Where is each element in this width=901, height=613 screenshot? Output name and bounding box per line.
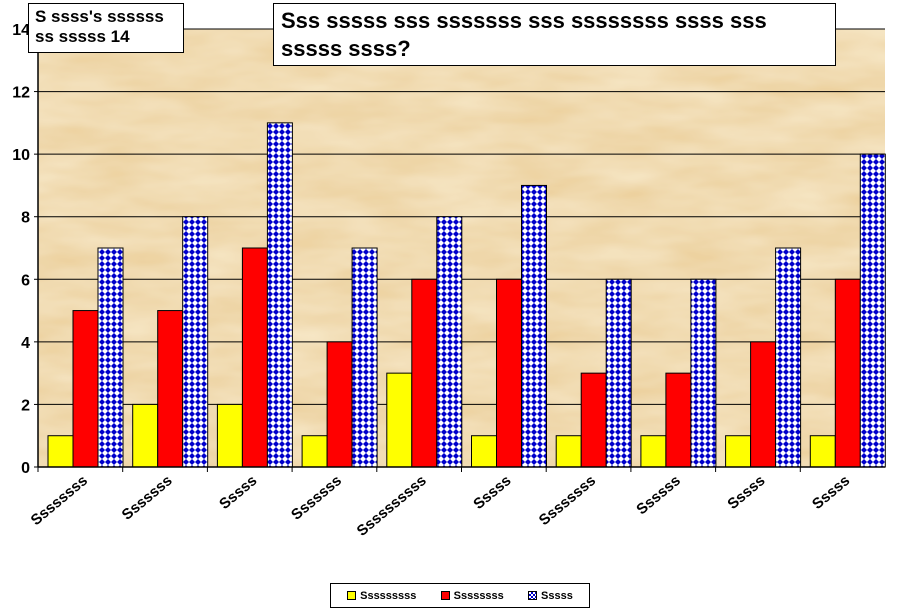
bar-series-2: [72, 310, 99, 468]
bar-series-1: [809, 435, 836, 468]
category-label: Sssss: [470, 472, 514, 513]
legend-swatch-series-1: [347, 591, 357, 600]
legend: Sssssssss Ssssssss Sssss: [330, 583, 590, 608]
legend-label-series-2: Ssssssss: [453, 589, 504, 602]
y-tick-label: 12: [12, 85, 30, 102]
bar-series-3: [605, 278, 632, 468]
bars: [47, 122, 886, 468]
bar-series-1: [555, 435, 582, 468]
category-label: Ssssssss: [536, 472, 599, 529]
category-label: Sssss: [724, 472, 768, 513]
bar-series-3: [775, 247, 802, 468]
y-tick-labels: 0 2 4 6 8 10 12 14: [12, 22, 30, 477]
bar-series-3: [266, 122, 293, 468]
bar-series-1: [216, 403, 243, 468]
bar-series-2: [496, 278, 522, 468]
legend-swatch-series-3: [528, 591, 538, 600]
legend-label-series-3: Sssss: [541, 589, 573, 602]
category-label: Sssss: [809, 472, 853, 513]
category-label: Sssssss: [288, 472, 345, 524]
bar-series-1: [47, 435, 74, 468]
bar-series-1: [725, 435, 752, 468]
legend-item-series-3: Sssss: [528, 590, 573, 602]
bar-series-3: [97, 247, 124, 468]
bar-series-3: [690, 278, 717, 468]
y-tick-label: 4: [21, 335, 30, 352]
bar-series-2: [411, 278, 438, 468]
bar-series-3: [182, 216, 209, 468]
bar-series-2: [665, 372, 692, 468]
category-label: Sssssss: [119, 472, 176, 524]
bar-series-1: [301, 435, 328, 468]
bar-series-1: [471, 435, 497, 468]
y-tick-label: 6: [21, 272, 30, 289]
bar-series-2: [834, 278, 861, 468]
legend-label-series-1: Sssssssss: [360, 589, 417, 602]
y-tick-label: 14: [12, 22, 30, 39]
bar-series-2: [241, 247, 268, 468]
legend-item-series-1: Sssssssss: [347, 590, 416, 602]
chart-subtitle: S ssss's ssssss ss sssss 14: [28, 3, 184, 53]
category-labels: Ssssssss Sssssss Sssss Sssssss Ssssssssss Sss…: [28, 472, 854, 540]
bar-series-2: [326, 341, 353, 468]
bar-series-2: [580, 372, 607, 468]
bar-series-1: [386, 372, 413, 468]
category-label: Sssss: [216, 472, 260, 513]
y-tick-label: 8: [21, 210, 30, 227]
bar-series-3: [351, 247, 378, 468]
bar-series-3: [521, 184, 547, 468]
category-label: Ssssssssss: [354, 472, 430, 540]
bar-series-1: [132, 403, 159, 468]
legend-swatch-series-2: [440, 591, 450, 600]
y-tick-label: 0: [21, 460, 30, 477]
chart-title: Sss sssss sss sssssss sss ssssssss ssss …: [273, 3, 836, 66]
y-tick-label: 2: [21, 397, 30, 414]
y-tick-label: 10: [12, 147, 30, 164]
bar-series-3: [436, 216, 463, 468]
legend-item-series-2: Ssssssss: [440, 589, 504, 602]
bar-series-3: [859, 153, 886, 468]
category-label: Ssssssss: [28, 472, 91, 529]
axes: [37, 29, 885, 472]
category-label: Ssssss: [633, 472, 684, 518]
bar-series-2: [750, 341, 777, 468]
bar-series-1: [640, 435, 667, 468]
bar-series-2: [157, 310, 184, 468]
